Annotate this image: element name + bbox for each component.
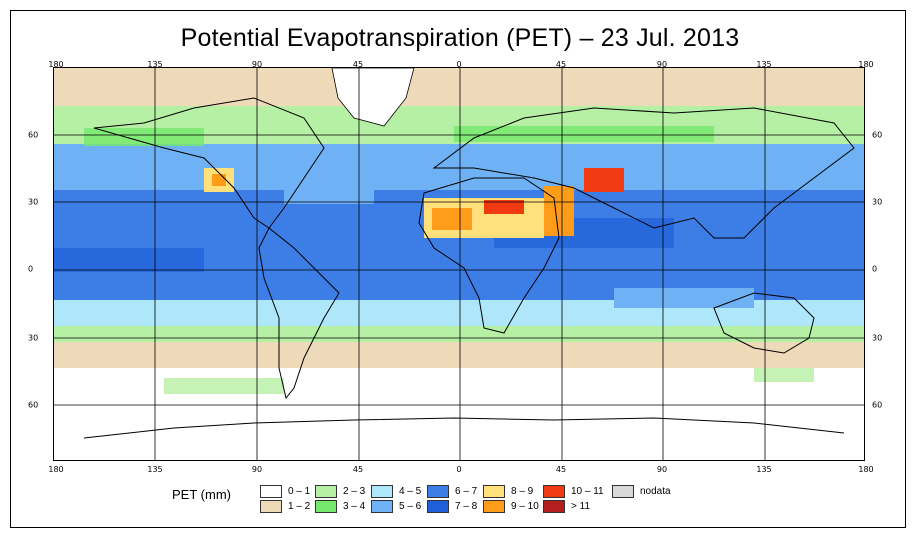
lat-label-right: 60 [872, 130, 883, 140]
lon-label-bottom: 90 [656, 465, 668, 474]
legend-label: 4 – 5 [399, 486, 422, 497]
legend-swatch [612, 485, 634, 498]
lon-label-top: 0 [456, 60, 462, 69]
lat-label-right: 60 [872, 400, 883, 410]
band-south-temperate [54, 342, 864, 368]
lon-label-top: 135 [147, 60, 163, 69]
legend-swatch [371, 500, 393, 513]
graticule [54, 68, 864, 460]
legend-swatch [427, 500, 449, 513]
lon-label-top: 45 [352, 60, 364, 69]
legend-swatch [260, 500, 282, 513]
lat-label-left: 60 [28, 400, 39, 410]
legend-swatch [371, 485, 393, 498]
band-south-mid [54, 326, 864, 342]
coast-eurasia [432, 107, 855, 239]
map-title: Potential Evapotranspiration (PET) – 23 … [180, 24, 740, 52]
lon-label-bottom: 45 [555, 465, 567, 474]
hotspot-north-america-core [212, 174, 226, 186]
legend-swatch [543, 500, 565, 513]
patch-green [754, 368, 814, 382]
lat-label-left: 60 [28, 130, 39, 140]
hotspot-iran [584, 168, 624, 192]
coast-antarctica [83, 417, 845, 439]
legend-label: 3 – 4 [343, 501, 366, 512]
legend-label: 6 – 7 [455, 486, 478, 497]
lat-label-left: 30 [28, 197, 39, 207]
legend-swatch [483, 500, 505, 513]
legend-label: 8 – 9 [511, 486, 534, 497]
lon-label-top: 180 [858, 60, 874, 69]
coast-africa [418, 177, 560, 334]
patch-green [84, 128, 204, 146]
lat-label-left: 0 [28, 264, 34, 274]
legend-swatch [315, 485, 337, 498]
lon-label-top: 90 [656, 60, 668, 69]
legend-swatch [315, 500, 337, 513]
patch-green [454, 126, 714, 142]
lon-label-bottom: 90 [251, 465, 263, 474]
legend-label: 1 – 2 [288, 501, 311, 512]
legend-swatch [260, 485, 282, 498]
lat-label-right: 30 [872, 197, 883, 207]
band-arctic [54, 68, 864, 106]
lat-label-left: 30 [28, 333, 39, 343]
legend-title: PET (mm) [172, 487, 231, 502]
patch-darkblue [54, 248, 204, 272]
legend-label: 5 – 6 [399, 501, 422, 512]
pet-map-graphic [54, 68, 864, 460]
legend-swatch [483, 485, 505, 498]
lon-label-bottom: 135 [756, 465, 772, 474]
lat-label-right: 30 [872, 333, 883, 343]
patch-green [164, 378, 284, 394]
coast-north-america [93, 97, 325, 229]
coast-south-america [258, 227, 340, 400]
lon-label-bottom: 0 [456, 465, 462, 474]
lon-label-top: 180 [48, 60, 64, 69]
lon-label-bottom: 135 [147, 465, 163, 474]
legend-label: 9 – 10 [511, 501, 539, 512]
pet-map [53, 67, 865, 461]
figure-frame [10, 10, 906, 528]
lon-label-top: 90 [251, 60, 263, 69]
legend-label: 2 – 3 [343, 486, 366, 497]
lon-label-top: 135 [756, 60, 772, 69]
lon-label-bottom: 45 [352, 465, 364, 474]
legend-swatch [543, 485, 565, 498]
greenland [331, 68, 415, 127]
lon-label-top: 45 [555, 60, 567, 69]
legend-label: 7 – 8 [455, 501, 478, 512]
legend-label: 0 – 1 [288, 486, 311, 497]
legend-label: nodata [640, 486, 671, 497]
patch-lightblue [284, 178, 374, 204]
legend-swatch [427, 485, 449, 498]
legend-label: > 11 [571, 501, 590, 512]
hotspot-arabia [544, 186, 574, 236]
legend-label: 10 – 11 [571, 486, 604, 497]
patch-lightblue [614, 288, 754, 308]
hotspot-sahara-peak [484, 200, 524, 214]
hotspot-sahara-core [432, 208, 472, 230]
lon-label-bottom: 180 [48, 465, 64, 474]
lat-label-right: 0 [872, 264, 878, 274]
lon-label-bottom: 180 [858, 465, 874, 474]
